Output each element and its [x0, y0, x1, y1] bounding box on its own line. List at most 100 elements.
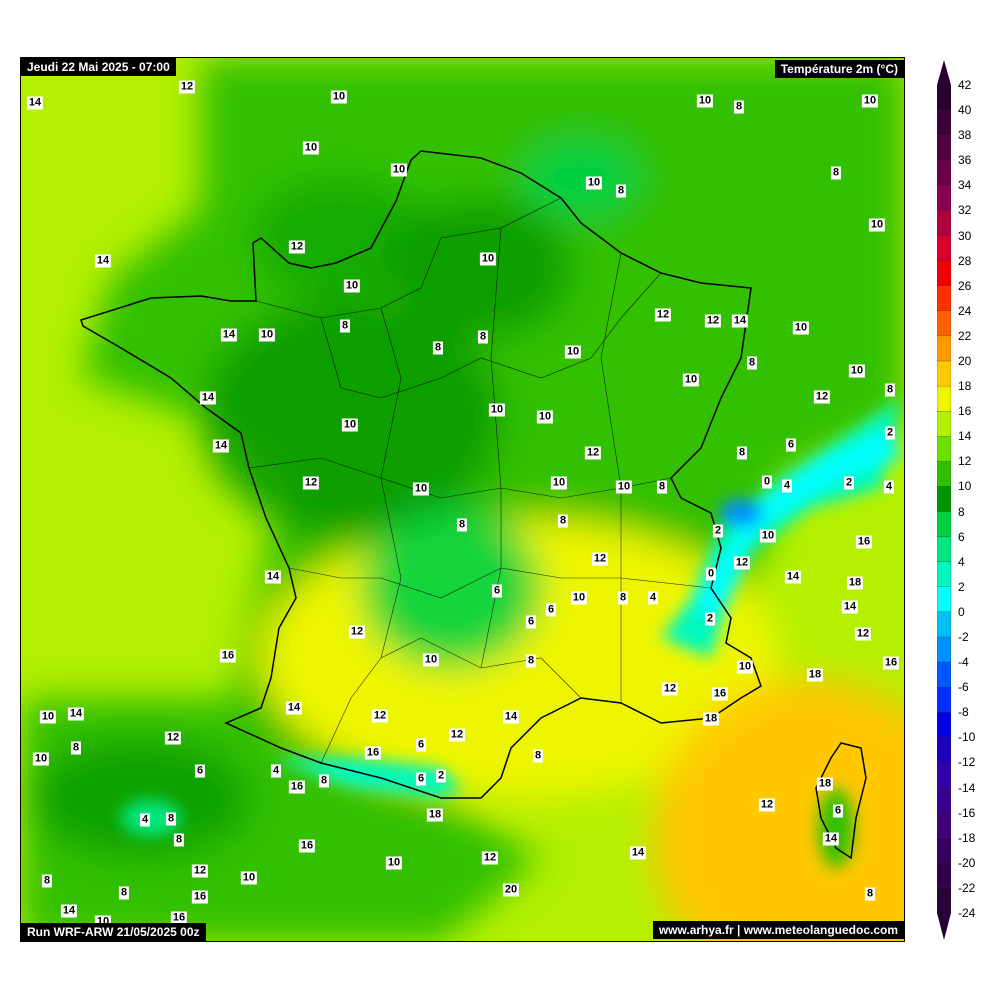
temperature-label: 10	[696, 94, 714, 108]
temperature-label: 10	[848, 364, 866, 378]
temperature-label: 10	[536, 410, 554, 424]
temperature-label: 8	[318, 774, 330, 788]
colorbar-bin	[937, 461, 951, 488]
colorbar-tick: 0	[958, 604, 965, 619]
temperature-label: 10	[861, 94, 879, 108]
colorbar-tick: 32	[958, 203, 972, 218]
temperature-label: 10	[479, 252, 497, 266]
run-label: Run WRF-ARW 21/05/2025 00z	[21, 923, 206, 941]
colorbar-tick: -20	[958, 855, 976, 870]
colorbar-bin	[937, 787, 951, 814]
temperature-label: 8	[532, 749, 544, 763]
temperature-label: 8	[557, 514, 569, 528]
temperature-label: 18	[806, 668, 824, 682]
department-borders	[248, 197, 712, 764]
colorbar-bin	[937, 687, 951, 713]
temperature-label: 8	[477, 330, 489, 344]
colorbar-bin	[937, 109, 951, 136]
temperature-label: 4	[270, 764, 282, 778]
colorbar-bin	[937, 411, 951, 437]
temperature-label: 14	[220, 328, 238, 342]
colorbar-tick: 34	[958, 178, 972, 193]
temperature-label: 16	[170, 911, 188, 925]
colorbar-bin	[937, 511, 951, 538]
temperature-label: 14	[822, 832, 840, 846]
colorbar-tick: 28	[958, 253, 972, 268]
colorbar-bin	[937, 235, 951, 262]
temperature-label: 4	[647, 591, 659, 605]
temperature-label: 10	[412, 482, 430, 496]
temperature-label: 16	[191, 890, 209, 904]
colorbar-tick: 40	[958, 103, 972, 118]
temperature-label: 6	[545, 603, 557, 617]
temperature-label: 10	[792, 321, 810, 335]
temperature-label: 12	[854, 627, 872, 641]
colorbar-tick: 38	[958, 128, 972, 143]
temperature-label: 12	[591, 552, 609, 566]
temperature-label: 14	[784, 570, 802, 584]
colorbar-tick: 2	[958, 579, 965, 594]
temperature-label: 8	[656, 480, 668, 494]
temperature-label: 8	[432, 341, 444, 355]
temperature-label: 14	[26, 96, 44, 110]
temperature-label: 8	[733, 100, 745, 114]
colorbar-bin	[937, 360, 951, 387]
temperature-label: 4	[139, 813, 151, 827]
temperature-label: 20	[502, 883, 520, 897]
temperature-label: 16	[855, 535, 873, 549]
colorbar-tick: -12	[958, 755, 976, 770]
colorbar-bin	[937, 712, 951, 739]
temperature-map: 14 12 10 10 10 10 8 10 10 8 8 10 12 14 10 10 12 12 14 10 14 1…	[20, 57, 905, 942]
temperature-label: 8	[339, 319, 351, 333]
temperature-label: 8	[456, 518, 468, 532]
temperature-label: 10	[343, 279, 361, 293]
colorbar-tick: 14	[958, 429, 972, 444]
temperature-label: 4	[781, 479, 793, 493]
temperature-label: 12	[481, 851, 499, 865]
temperature-label: 14	[264, 570, 282, 584]
temperature-label: 8	[830, 166, 842, 180]
colorbar-bin	[937, 210, 951, 237]
colorbar-tick: 20	[958, 354, 972, 368]
temperature-label: 14	[212, 439, 230, 453]
temperature-label: 8	[118, 886, 130, 900]
colorbar-tick: 16	[958, 404, 972, 419]
temperature-label: 14	[285, 701, 303, 715]
temperature-label: 0	[705, 567, 717, 581]
colorbar-tick: 22	[958, 328, 972, 343]
temperature-label: 8	[884, 383, 896, 397]
temperature-label: 10	[39, 710, 57, 724]
temperature-label: 10	[682, 373, 700, 387]
temperature-label: 12	[733, 556, 751, 570]
colorbar-bin	[937, 185, 951, 212]
temperature-label: 6	[415, 738, 427, 752]
colorbar-bin	[937, 536, 951, 563]
temperature-label: 12	[704, 314, 722, 328]
temperature-label: 14	[94, 254, 112, 268]
temperature-label: 10	[341, 418, 359, 432]
colorbar-bin	[937, 260, 951, 287]
temperature-label: 6	[785, 438, 797, 452]
date-label: Jeudi 22 Mai 2025 - 07:00	[21, 58, 176, 76]
temperature-label: 18	[816, 777, 834, 791]
colorbar-tick: 36	[958, 153, 972, 168]
colorbar-bin	[937, 862, 951, 889]
colorbar-tick: 8	[958, 504, 965, 519]
temperature-label: 14	[841, 600, 859, 614]
credits-link[interactable]: www.arhya.fr | www.meteolanguedoc.com	[652, 921, 904, 939]
temperature-label: 16	[298, 839, 316, 853]
temperature-label: 8	[615, 184, 627, 198]
temperature-label: 2	[712, 524, 724, 538]
colorbar-tick: -22	[958, 880, 976, 895]
temperature-label: 12	[371, 709, 389, 723]
temperature-label: 10	[240, 871, 258, 885]
variable-label: Température 2m (°C)	[774, 60, 904, 78]
temperature-label: 12	[348, 625, 366, 639]
colorbar-bin	[937, 561, 951, 588]
colorbar-tick: 18	[958, 379, 972, 394]
temperature-label: 6	[491, 584, 503, 598]
colorbar-bin	[937, 285, 951, 312]
temperature-label: 12	[178, 80, 196, 94]
colorbar-bin	[937, 436, 951, 463]
colorbar-bin	[937, 486, 951, 513]
